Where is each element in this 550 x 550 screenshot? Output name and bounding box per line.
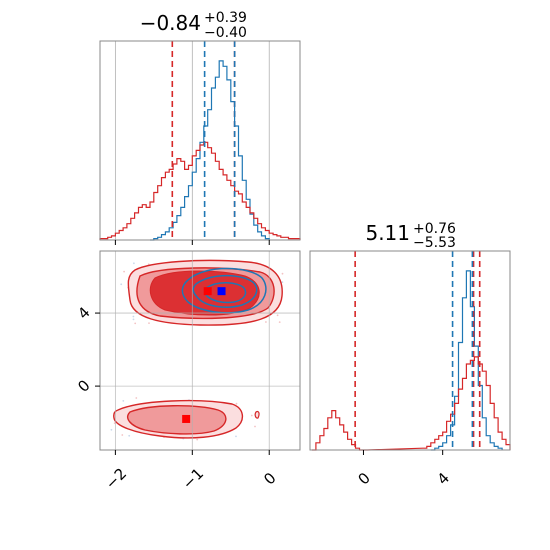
blue-contour-mid — [192, 274, 258, 308]
title-1-main: −0.84 — [140, 11, 201, 35]
blue-contour-outer — [181, 267, 267, 314]
panel-top-left-quantile-lines — [171, 41, 236, 240]
panel-bottom-right-frame — [309, 250, 511, 451]
panel-bottom-right-xtick-label-0: 0 — [354, 469, 373, 488]
scatter-point — [121, 434, 124, 436]
panel-top-left-grid — [114, 41, 270, 240]
title-1-lower: −0.40 — [204, 25, 247, 41]
scatter-point — [132, 315, 135, 318]
histogram-blue-series — [430, 270, 503, 451]
density-red-lower — [113, 399, 260, 439]
panel-bottom-left-xtick-label-2: 0 — [260, 469, 279, 488]
red-small-island — [254, 410, 260, 419]
scatter-point — [128, 434, 131, 437]
panel-bottom-left-ticks: −2 −1 0 0 4 — [74, 303, 279, 493]
scatter-point — [265, 321, 267, 323]
scatter-point — [278, 321, 281, 323]
scatter-point — [254, 425, 256, 428]
panel-bottom-left-ytick-label-1: 4 — [74, 303, 93, 322]
panel-bottom-left-xtick-label-1: −1 — [179, 465, 207, 493]
panel-top-left-ticks — [114, 240, 270, 245]
panel-top-left-histogram: −0.84 +0.39 −0.40 — [99, 10, 301, 245]
scatter-point — [148, 322, 150, 324]
panel-bottom-left-density: −2 −1 0 0 4 — [74, 250, 301, 493]
scatter-point — [122, 400, 125, 402]
panel-bottom-left-xtick-label-0: −2 — [102, 465, 130, 493]
scatter-point — [134, 322, 137, 325]
scatter-point — [235, 435, 237, 438]
panel-top-left-histograms — [99, 60, 301, 241]
scatter-point — [250, 414, 253, 417]
title-1-upper: +0.39 — [204, 10, 247, 26]
panel-bottom-left-ytick-label-0: 0 — [74, 376, 93, 395]
scatter-point — [132, 318, 135, 321]
panel-bottom-left-frame — [99, 250, 301, 451]
panel-bottom-left-grid — [100, 251, 300, 450]
scatter-point — [235, 402, 238, 405]
scatter-point — [123, 270, 125, 273]
panel-bottom-right-quantile-lines — [354, 251, 481, 450]
panel-top-left-frame — [99, 40, 301, 241]
panel-bottom-right-histograms — [312, 270, 511, 451]
panel-bottom-left-markers — [182, 287, 226, 423]
scatter-point — [133, 262, 135, 265]
title-2-main: 5.11 — [365, 221, 410, 245]
scatter-point — [281, 281, 284, 283]
red-contour-mid-lower — [127, 405, 227, 435]
marker-blue-2 — [217, 287, 226, 296]
scatter-point — [110, 428, 113, 431]
scatter-point — [196, 438, 199, 441]
title-2-lower: −5.53 — [413, 235, 456, 251]
title-2-upper: +0.76 — [413, 221, 456, 237]
scatter-point — [281, 272, 284, 275]
panel-bottom-right-xtick-label-1: 4 — [434, 469, 453, 488]
marker-red-0 — [182, 414, 191, 423]
scatter-point — [135, 397, 138, 399]
histogram-red-series — [99, 141, 301, 240]
scatter-point — [120, 283, 123, 286]
marker-red-1 — [203, 287, 212, 296]
histogram-red-series — [312, 356, 511, 451]
panel-top-left-title: −0.84 — [140, 11, 201, 35]
scatter-point — [276, 314, 279, 317]
